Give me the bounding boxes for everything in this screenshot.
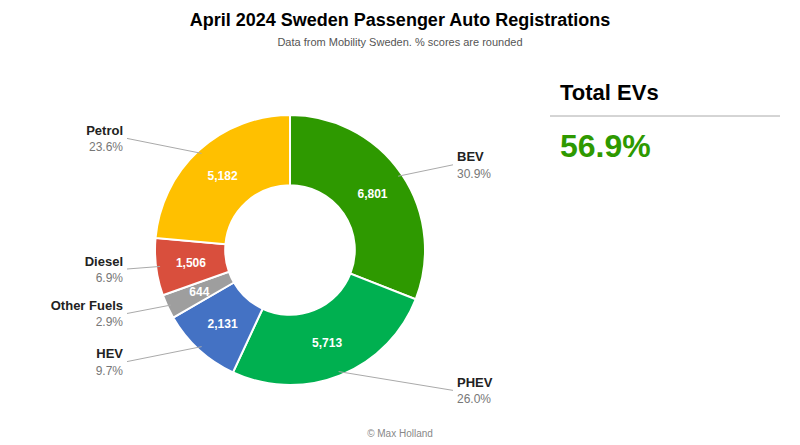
share-label: 6.9% [96, 271, 124, 285]
leader-line [127, 347, 202, 362]
outer-labels: BEV 30.9% PHEV 26.0% HEV 9.7% Other Fuels 2.9% D… [51, 123, 493, 406]
value-label: 6,801 [358, 187, 388, 201]
category-label: HEV [96, 346, 123, 361]
share-label: 30.9% [457, 167, 491, 181]
category-label: PHEV [457, 375, 493, 390]
category-label: Petrol [86, 123, 123, 138]
leader-line [127, 305, 171, 314]
category-label: Other Fuels [51, 298, 123, 313]
value-label: 1,506 [176, 256, 206, 270]
value-label: 5,182 [208, 169, 238, 183]
leader-line [127, 266, 160, 269]
category-label: Diesel [85, 254, 123, 269]
share-label: 2.9% [96, 315, 124, 329]
share-label: 26.0% [457, 392, 491, 406]
share-label: 23.6% [89, 140, 123, 154]
copyright: © Max Holland [367, 428, 433, 439]
share-label: 9.7% [96, 364, 124, 378]
leader-line [127, 138, 202, 153]
chart: April 2024 Sweden Passenger Auto Registr… [0, 0, 800, 445]
slice [233, 274, 416, 385]
category-label: BEV [457, 149, 484, 164]
value-label: 2,131 [208, 317, 238, 331]
slice [156, 115, 290, 244]
donut: 6,801 5,713 2,131 644 1,506 5,182 [155, 115, 425, 385]
value-label: 5,713 [312, 336, 342, 350]
divider [550, 116, 780, 117]
slice [290, 115, 425, 299]
leader-line [398, 165, 453, 176]
total-value: 56.9% [560, 128, 651, 164]
title: April 2024 Sweden Passenger Auto Registr… [190, 10, 610, 30]
total-label: Total EVs [560, 80, 659, 105]
leader-line [339, 372, 453, 391]
value-label: 644 [189, 285, 209, 299]
subtitle: Data from Mobility Sweden. % scores are … [277, 36, 522, 48]
